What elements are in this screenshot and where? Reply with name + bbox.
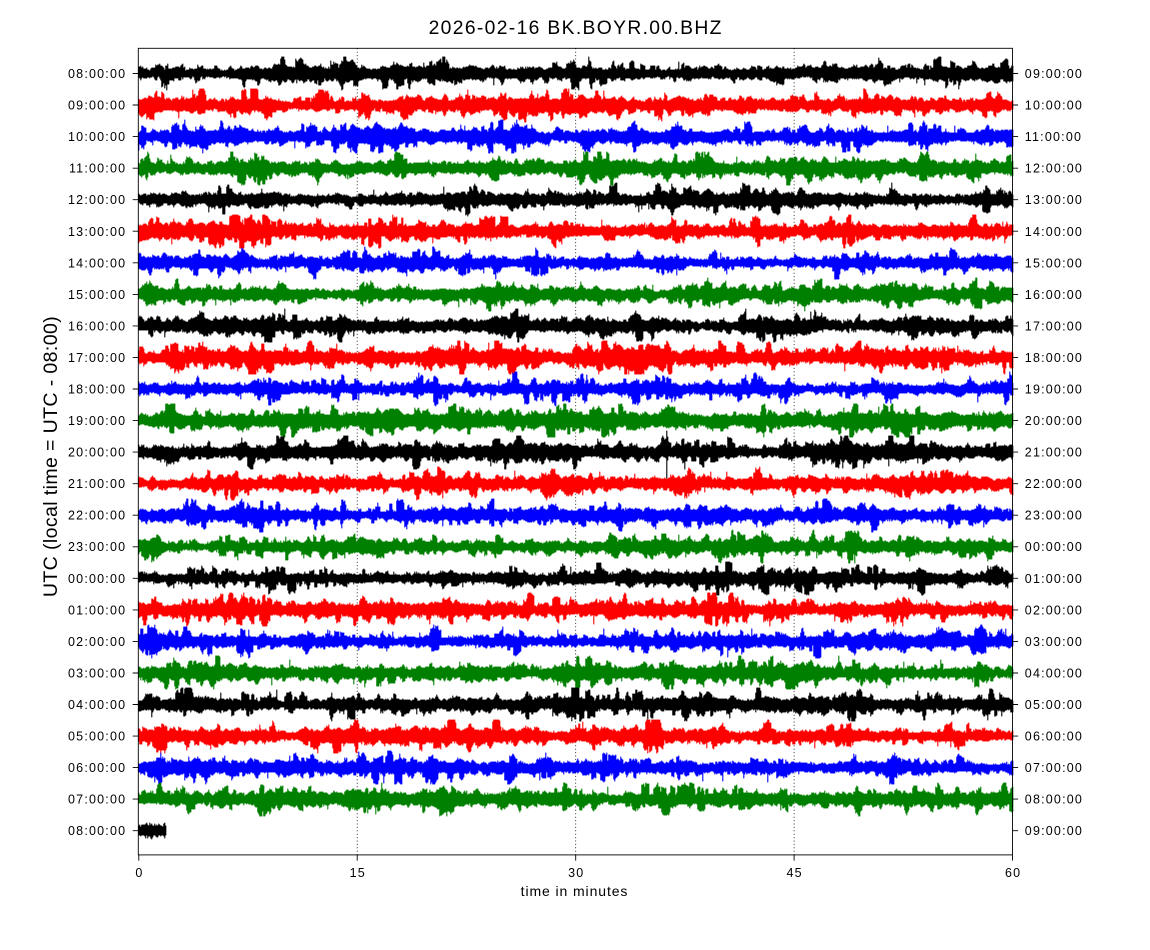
svg-text:06:00:00: 06:00:00 <box>68 761 126 775</box>
svg-text:19:00:00: 19:00:00 <box>68 414 126 428</box>
svg-text:23:00:00: 23:00:00 <box>68 540 126 554</box>
svg-text:15:00:00: 15:00:00 <box>1025 256 1083 270</box>
svg-text:20:00:00: 20:00:00 <box>68 446 126 460</box>
svg-text:01:00:00: 01:00:00 <box>1025 572 1083 586</box>
svg-text:17:00:00: 17:00:00 <box>1025 319 1083 333</box>
svg-text:12:00:00: 12:00:00 <box>1025 162 1083 176</box>
svg-text:07:00:00: 07:00:00 <box>1025 761 1083 775</box>
svg-text:60: 60 <box>1005 866 1021 880</box>
svg-text:15:00:00: 15:00:00 <box>68 288 126 302</box>
svg-text:11:00:00: 11:00:00 <box>69 162 126 176</box>
svg-text:16:00:00: 16:00:00 <box>1025 288 1083 302</box>
svg-text:22:00:00: 22:00:00 <box>1025 477 1083 491</box>
svg-text:04:00:00: 04:00:00 <box>68 698 126 712</box>
svg-text:00:00:00: 00:00:00 <box>1025 540 1083 554</box>
svg-text:04:00:00: 04:00:00 <box>1025 667 1083 681</box>
svg-text:02:00:00: 02:00:00 <box>68 635 126 649</box>
svg-text:09:00:00: 09:00:00 <box>1025 824 1083 838</box>
svg-text:15: 15 <box>350 866 366 880</box>
svg-text:08:00:00: 08:00:00 <box>68 67 126 81</box>
svg-text:06:00:00: 06:00:00 <box>1025 730 1083 744</box>
svg-text:45: 45 <box>787 866 803 880</box>
svg-text:UTC (local time = UTC - 08:00): UTC (local time = UTC - 08:00) <box>40 316 62 597</box>
svg-text:07:00:00: 07:00:00 <box>68 793 126 807</box>
svg-text:08:00:00: 08:00:00 <box>68 824 126 838</box>
svg-text:18:00:00: 18:00:00 <box>68 383 126 397</box>
svg-text:10:00:00: 10:00:00 <box>1025 99 1083 113</box>
svg-text:20:00:00: 20:00:00 <box>1025 414 1083 428</box>
svg-text:2026-02-16 BK.BOYR.00.BHZ: 2026-02-16 BK.BOYR.00.BHZ <box>429 18 723 39</box>
svg-text:05:00:00: 05:00:00 <box>68 730 126 744</box>
svg-text:14:00:00: 14:00:00 <box>68 256 126 270</box>
svg-text:19:00:00: 19:00:00 <box>1025 383 1083 397</box>
svg-text:16:00:00: 16:00:00 <box>68 319 126 333</box>
svg-text:22:00:00: 22:00:00 <box>68 509 126 523</box>
svg-text:0: 0 <box>135 866 143 880</box>
svg-text:18:00:00: 18:00:00 <box>1025 351 1083 365</box>
svg-text:05:00:00: 05:00:00 <box>1025 698 1083 712</box>
svg-text:03:00:00: 03:00:00 <box>1025 635 1083 649</box>
svg-text:00:00:00: 00:00:00 <box>68 572 126 586</box>
svg-text:03:00:00: 03:00:00 <box>68 667 126 681</box>
svg-text:01:00:00: 01:00:00 <box>68 603 126 617</box>
svg-text:13:00:00: 13:00:00 <box>68 225 126 239</box>
svg-text:21:00:00: 21:00:00 <box>1025 446 1083 460</box>
svg-text:14:00:00: 14:00:00 <box>1025 225 1083 239</box>
svg-text:11:00:00: 11:00:00 <box>1025 130 1082 144</box>
svg-text:time in minutes: time in minutes <box>521 883 629 899</box>
svg-text:12:00:00: 12:00:00 <box>68 193 126 207</box>
svg-text:02:00:00: 02:00:00 <box>1025 603 1083 617</box>
svg-text:09:00:00: 09:00:00 <box>68 99 126 113</box>
svg-text:10:00:00: 10:00:00 <box>68 130 126 144</box>
svg-text:08:00:00: 08:00:00 <box>1025 793 1083 807</box>
svg-text:13:00:00: 13:00:00 <box>1025 193 1083 207</box>
svg-text:17:00:00: 17:00:00 <box>68 351 126 365</box>
svg-text:09:00:00: 09:00:00 <box>1025 67 1083 81</box>
svg-text:21:00:00: 21:00:00 <box>68 477 126 491</box>
svg-text:23:00:00: 23:00:00 <box>1025 509 1083 523</box>
svg-text:30: 30 <box>568 866 584 880</box>
